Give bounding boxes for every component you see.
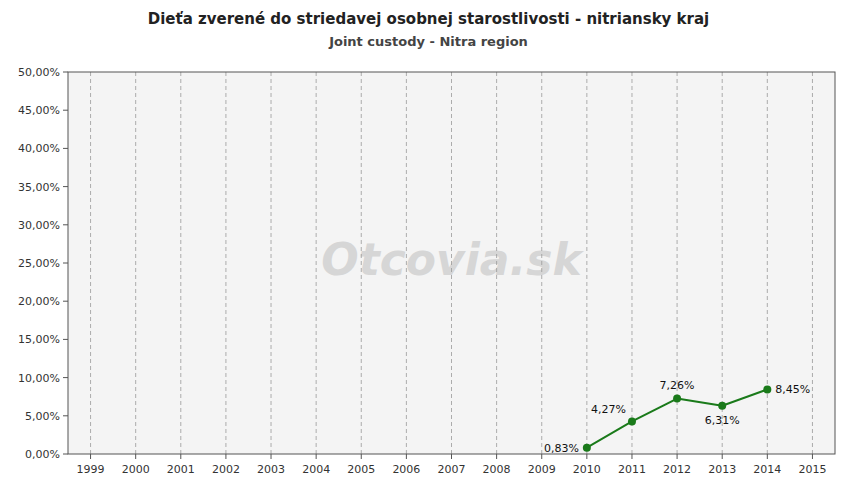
x-grid-line xyxy=(225,72,226,454)
y-tick-label: 40,00% xyxy=(18,142,60,155)
y-tick xyxy=(63,148,68,149)
x-tick-label: 2015 xyxy=(798,463,826,476)
point-marker xyxy=(763,385,771,393)
x-tick xyxy=(180,454,181,459)
data-label: 0,83% xyxy=(544,442,579,455)
y-tick-label: 45,00% xyxy=(18,104,60,117)
x-grid-line xyxy=(496,72,497,454)
x-tick-label: 2007 xyxy=(438,463,466,476)
x-tick xyxy=(90,454,91,459)
x-grid-line xyxy=(722,72,723,454)
point-marker xyxy=(718,402,726,410)
x-tick-label: 2000 xyxy=(122,463,150,476)
y-tick xyxy=(63,377,68,378)
y-tick xyxy=(63,415,68,416)
x-grid-line xyxy=(586,72,587,454)
x-tick-label: 2008 xyxy=(483,463,511,476)
x-tick-label: 2006 xyxy=(392,463,420,476)
x-grid-line xyxy=(316,72,317,454)
y-tick xyxy=(63,72,68,73)
x-axis: 1999 2000 2001 2002 2003 2004 2005 2006 2007 2008… xyxy=(77,72,827,476)
watermark: Otcovia.sk xyxy=(321,234,584,285)
y-tick-label: 30,00% xyxy=(18,219,60,232)
x-tick xyxy=(722,454,723,459)
y-tick xyxy=(63,224,68,225)
plot-background xyxy=(68,72,835,454)
x-grid-line xyxy=(180,72,181,454)
x-tick-label: 2009 xyxy=(528,463,556,476)
y-tick xyxy=(63,263,68,264)
x-tick-label: 2004 xyxy=(302,463,330,476)
y-tick-label: 5,00% xyxy=(25,410,60,423)
point-marker xyxy=(583,444,591,452)
x-grid-line xyxy=(135,72,136,454)
y-tick xyxy=(63,301,68,302)
x-tick xyxy=(361,454,362,459)
x-tick xyxy=(451,454,452,459)
x-tick xyxy=(135,454,136,459)
x-tick-label: 2011 xyxy=(618,463,646,476)
x-tick xyxy=(316,454,317,459)
y-tick-label: 25,00% xyxy=(18,257,60,270)
y-tick-label: 15,00% xyxy=(18,333,60,346)
x-grid-line xyxy=(406,72,407,454)
point-marker xyxy=(673,395,681,403)
chart-container: Dieťa zverené do striedavej osobnej star… xyxy=(0,0,857,494)
x-tick xyxy=(271,454,272,459)
x-tick-label: 1999 xyxy=(77,463,105,476)
marks xyxy=(583,385,771,451)
y-tick-label: 0,00% xyxy=(25,448,60,461)
y-tick xyxy=(63,186,68,187)
x-tick-label: 2010 xyxy=(573,463,601,476)
x-grid-line xyxy=(812,72,813,454)
y-tick-label: 35,00% xyxy=(18,181,60,194)
x-tick xyxy=(677,454,678,459)
y-tick-label: 10,00% xyxy=(18,372,60,385)
subtitle: Joint custody - Nitra region xyxy=(328,34,528,49)
y-tick-label: 20,00% xyxy=(18,295,60,308)
x-tick xyxy=(406,454,407,459)
x-tick xyxy=(767,454,768,459)
x-tick-label: 2012 xyxy=(663,463,691,476)
x-grid-line xyxy=(631,72,632,454)
data-label: 6,31% xyxy=(705,414,740,427)
x-grid-line xyxy=(541,72,542,454)
x-tick-label: 2003 xyxy=(257,463,285,476)
x-tick xyxy=(812,454,813,459)
point-marker xyxy=(628,417,636,425)
y-tick xyxy=(63,110,68,111)
y-tick xyxy=(63,454,68,455)
x-tick-label: 2002 xyxy=(212,463,240,476)
chart-svg: Dieťa zverené do striedavej osobnej star… xyxy=(0,0,857,494)
x-grid-line xyxy=(271,72,272,454)
y-axis: 0,00% 5,00% 10,00% 15,00% 20,00% 25,00% 30,00%… xyxy=(18,66,68,461)
x-grid-line xyxy=(90,72,91,454)
y-tick-label: 50,00% xyxy=(18,66,60,79)
series-line xyxy=(587,389,767,447)
x-grid-line xyxy=(361,72,362,454)
x-tick xyxy=(631,454,632,459)
data-labels: 0,83% 4,27% 7,26% 6,31% 8,45% xyxy=(544,379,810,455)
data-label: 7,26% xyxy=(660,379,695,392)
title: Dieťa zverené do striedavej osobnej star… xyxy=(148,10,710,28)
x-tick-label: 2005 xyxy=(347,463,375,476)
x-tick xyxy=(541,454,542,459)
x-tick xyxy=(225,454,226,459)
x-tick xyxy=(586,454,587,459)
y-tick xyxy=(63,339,68,340)
data-label: 8,45% xyxy=(775,383,810,396)
plot-frame xyxy=(68,72,835,454)
x-tick xyxy=(496,454,497,459)
data-label: 4,27% xyxy=(591,403,626,416)
x-tick-label: 2013 xyxy=(708,463,736,476)
x-grid-line xyxy=(767,72,768,454)
x-tick-label: 2014 xyxy=(753,463,781,476)
x-grid-line xyxy=(451,72,452,454)
x-tick-label: 2001 xyxy=(167,463,195,476)
